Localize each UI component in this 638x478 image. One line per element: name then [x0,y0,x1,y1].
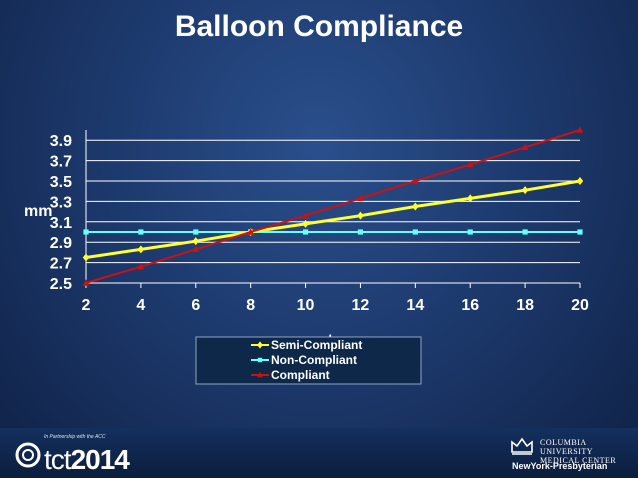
y-tick-label: 3.5 [50,174,72,191]
data-point [467,229,473,235]
x-tick-label: 8 [246,297,255,314]
data-point [82,279,90,286]
data-point [357,194,364,202]
slide-title: Balloon Compliance [174,10,464,43]
columbia-logo-text: COLUMBIA UNIVERSITY MEDICAL CENTER [540,438,638,465]
x-tick-label: 4 [136,297,145,314]
tick-labels: 2.5 2.7 2.9 3.1 3.3 3.5 3.7 3.9 2 4 6 8 10 12 14 16 18 20 [50,133,589,314]
data-point [257,341,263,349]
data-point [192,237,199,246]
cu-line1: COLUMBIA UNIVERSITY [540,438,593,456]
x-tick-label: 14 [406,297,424,314]
tct-brand-name: tct [44,444,72,475]
tct-brand: tct2014 [44,444,130,476]
data-point [192,245,199,253]
y-tick-label: 3.1 [50,215,72,232]
tct-logo-icon [15,442,41,468]
x-tick-label: 10 [297,297,315,314]
data-point [467,160,474,168]
y-tick-label: 2.5 [50,276,72,293]
series-line [85,179,581,259]
y-tick-label: 3.9 [50,133,72,150]
legend-label: Compliant [271,368,330,382]
x-tick-label: 20 [571,297,589,314]
data-point [357,229,364,235]
y-axis-label: mm [24,203,52,220]
data-point [412,177,419,184]
legend-label: Non-Compliant [271,353,357,367]
data-point [83,229,89,235]
data-point [302,229,309,235]
y-tick-label: 3.7 [50,154,72,171]
data-point [247,228,254,235]
legend-item: Compliant [251,368,330,382]
data-point [257,357,263,363]
data-point [522,229,528,235]
legend-box [195,336,422,385]
data-point [521,186,529,195]
y-tick-label: 3.3 [50,194,72,211]
data-point [412,229,418,235]
series-line [85,129,581,284]
data-point [257,371,263,378]
data-point [302,211,309,219]
data-point [521,143,529,151]
x-tick-label: 2 [82,297,91,314]
series-group [82,126,584,286]
tct-brand-year: 2014 [70,444,130,475]
legend-item: Semi-Compliant [251,338,362,352]
data-point [577,229,583,235]
nyp-logo-text: NewYork-Presbyterian [512,461,608,471]
y-tick-label: 2.7 [50,256,72,273]
data-point [576,126,584,133]
data-point [137,262,145,270]
x-tick-label: 6 [191,297,200,314]
data-point [467,194,474,203]
crown-crest-icon [511,437,533,455]
footer-bar [0,428,638,478]
cu-line2: MEDICAL CENTER [540,456,617,465]
series-compliant [82,126,584,286]
x-tick-label: 16 [461,297,479,314]
data-point [138,229,144,235]
x-tick-label: 18 [516,297,534,314]
data-point [302,219,309,228]
legend-item: Non-Compliant [251,353,357,367]
x-tick-label: 12 [352,297,370,314]
legend-label: Semi-Compliant [271,338,362,352]
data-point [576,177,584,185]
data-point [357,211,364,220]
series-semi-compliant [82,177,584,262]
tct-partner-text: In Partnership with the ACC [44,434,106,440]
data-point [193,229,199,235]
y-tick-label: 2.9 [50,235,72,252]
series-non-compliant [83,229,583,235]
data-point [137,245,145,254]
data-point [82,253,90,262]
data-point [412,202,419,211]
